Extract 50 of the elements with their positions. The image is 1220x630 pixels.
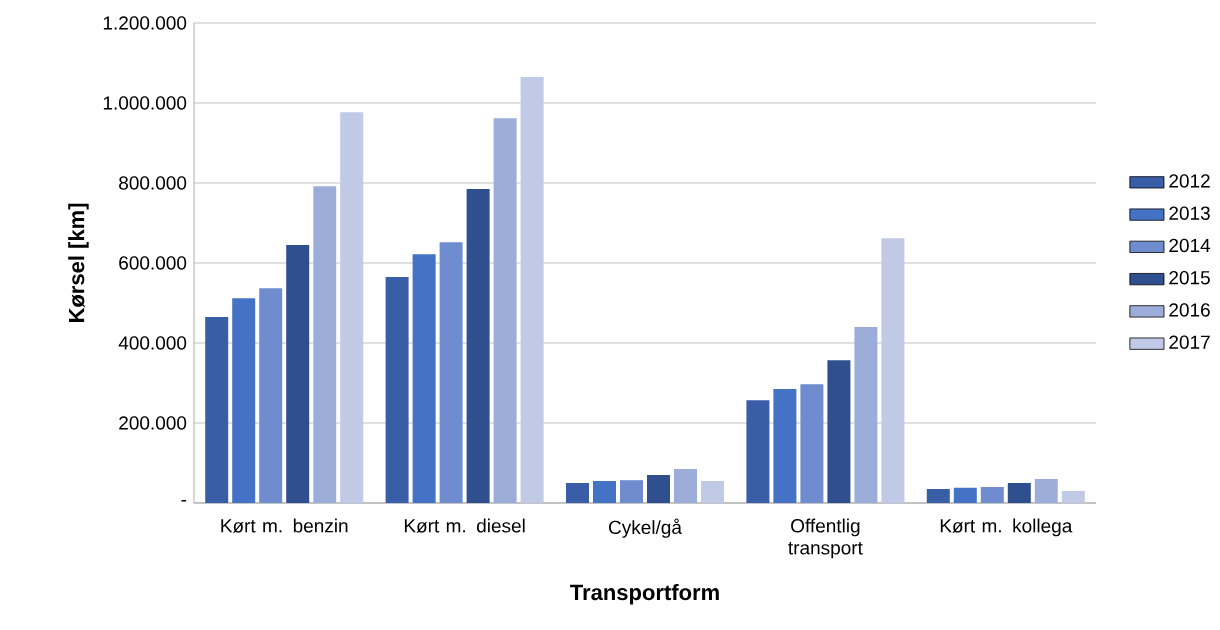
bar — [746, 400, 770, 503]
bar — [620, 480, 643, 503]
legend-label: 2017 — [1169, 335, 1210, 349]
bar — [701, 480, 724, 503]
y-tick-label: 1.000.000 — [103, 96, 187, 110]
bar — [593, 480, 617, 503]
y-tick-label: 800.000 — [119, 176, 187, 190]
x-tick-label: Kørt m. diesel — [404, 518, 525, 533]
bar — [205, 316, 229, 503]
x-tick-label: Kørt m. kollega — [940, 518, 1073, 537]
bar — [232, 298, 256, 503]
bar — [566, 482, 590, 503]
bar — [953, 487, 977, 503]
bar — [286, 244, 310, 503]
bar — [980, 486, 1004, 503]
y-tick-label: 400.000 — [118, 336, 187, 350]
bar — [466, 188, 490, 503]
bar — [520, 76, 544, 503]
legend-label: 2014 — [1169, 238, 1211, 253]
bar — [1034, 478, 1058, 503]
y-axis-title: Kørsel [km] — [68, 203, 89, 323]
bar — [854, 326, 878, 503]
bar — [926, 488, 950, 503]
legend-label: 2012 — [1169, 174, 1210, 188]
x-axis-title: Transportform — [570, 584, 719, 605]
legend-label: 2013 — [1169, 206, 1210, 220]
bar — [1007, 482, 1031, 503]
bar — [827, 360, 851, 503]
bar — [340, 112, 364, 503]
bar — [674, 468, 697, 503]
y-tick-label: 200.000 — [119, 416, 187, 430]
x-tick-label: Cykel/gå — [609, 518, 682, 538]
bar — [493, 118, 517, 503]
y-tick-label: - — [181, 500, 187, 502]
bar — [385, 276, 409, 503]
legend-label: 2016 — [1169, 303, 1210, 317]
x-tick-label: Kørt m. benzin — [221, 518, 348, 533]
bar — [881, 238, 905, 503]
y-tick-label: 1.200.000 — [103, 16, 187, 30]
legend-label: 2015 — [1169, 270, 1210, 285]
bar — [773, 388, 797, 503]
bar — [412, 254, 436, 503]
bar — [1061, 490, 1085, 503]
bar — [439, 242, 463, 503]
bar — [647, 474, 670, 503]
bar — [259, 288, 283, 503]
x-tick-label: Offentlig transport — [788, 518, 863, 559]
bar — [800, 384, 824, 503]
bar — [313, 186, 337, 503]
y-tick-label: 600.000 — [119, 256, 187, 270]
